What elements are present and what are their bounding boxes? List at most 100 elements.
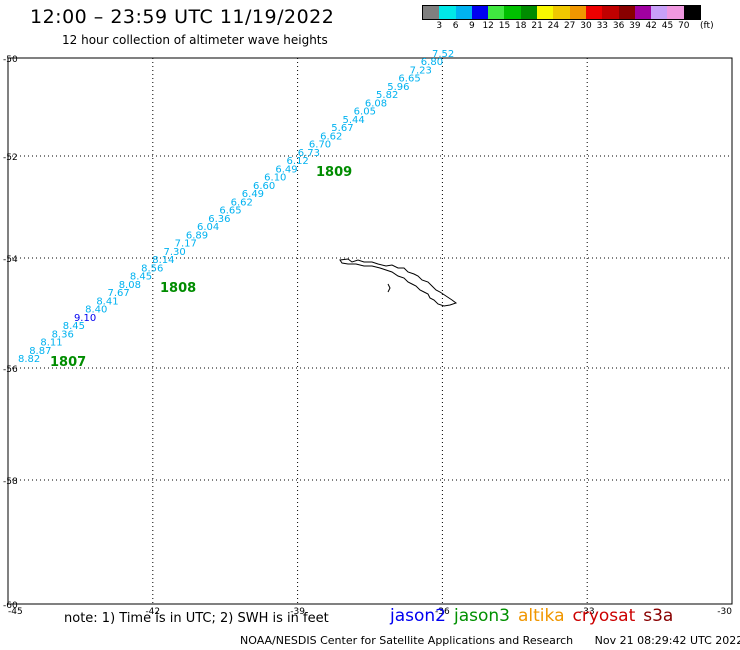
lon-label: -36 <box>435 607 450 617</box>
legend-label: 21 <box>531 21 543 31</box>
satellite-legend: jason2 jason3 altika cryosat s3a <box>390 606 681 626</box>
satellite-jason3: jason3 <box>454 606 510 626</box>
legend-swatch <box>634 6 652 19</box>
track-id-label: 1807 <box>50 355 86 370</box>
legend-swatch <box>569 6 586 19</box>
lon-label: -42 <box>145 607 160 617</box>
lat-label: -60 <box>3 601 18 611</box>
map-subtitle: 12 hour collection of altimeter wave hei… <box>62 33 328 47</box>
legend-label: 30 <box>580 21 592 31</box>
wave-height-label: 6.49 <box>275 164 297 175</box>
legend-swatch <box>488 6 505 19</box>
wave-height-label: 6.65 <box>398 74 420 85</box>
lat-label: -58 <box>3 477 18 487</box>
legend-unit: (ft) <box>700 21 714 31</box>
wave-height-label: 6.80 <box>421 57 443 68</box>
wave-height-label: 5.96 <box>387 82 409 93</box>
legend-label: 70 <box>678 21 690 31</box>
legend-swatch <box>602 6 619 19</box>
wave-height-label: 6.62 <box>320 131 342 142</box>
wave-height-label: 7.30 <box>163 247 185 258</box>
wave-height-label: 9.10 <box>74 313 96 324</box>
footer-center: NOAA/NESDIS Center for Satellite Applica… <box>240 634 574 647</box>
wave-height-label: 8.11 <box>40 338 62 349</box>
track-id-label: 1809 <box>316 165 352 180</box>
wave-height-label: 6.65 <box>219 206 241 217</box>
legend-swatch <box>667 6 684 19</box>
footer: NOAA/NESDIS Center for Satellite Applica… <box>240 634 740 647</box>
wave-height-label: 6.08 <box>365 98 387 109</box>
wave-height-label: 6.36 <box>208 214 230 225</box>
map-frame <box>7 57 733 605</box>
color-scale-labels: 3 6 9 12 15 18 21 24 27 30 33 36 39 42 45 70 (ft) <box>422 21 740 33</box>
color-scale-legend <box>422 5 702 20</box>
satellite-cryosat: cryosat <box>572 606 636 626</box>
legend-swatch <box>423 6 440 19</box>
wave-height-label: 8.08 <box>119 280 141 291</box>
legend-swatch <box>618 6 635 19</box>
lat-label: -50 <box>3 55 18 65</box>
wave-height-label: 6.89 <box>186 230 208 241</box>
legend-label: 42 <box>645 21 657 31</box>
legend-label: 6 <box>452 21 459 31</box>
legend-label: 12 <box>482 21 494 31</box>
legend-swatch <box>471 6 489 19</box>
legend-label: 15 <box>498 21 511 31</box>
legend-swatch <box>537 6 554 19</box>
lon-label: -30 <box>717 607 732 617</box>
legend-swatch <box>504 6 521 19</box>
island-fragment <box>387 283 391 293</box>
wave-height-label: 8.87 <box>29 346 51 357</box>
legend-label: 36 <box>612 21 625 31</box>
wave-height-label: 6.62 <box>231 197 253 208</box>
wave-height-label: 8.45 <box>63 321 85 332</box>
legend-label: 27 <box>563 21 576 31</box>
lat-label: -54 <box>3 255 18 265</box>
lat-label: -56 <box>3 365 18 375</box>
legend-label: 33 <box>596 21 609 31</box>
satellite-altika: altika <box>518 606 565 626</box>
wave-height-label: 6.12 <box>287 156 309 167</box>
wave-height-label: 8.36 <box>52 329 74 340</box>
wave-height-label: 7.17 <box>175 239 197 250</box>
lon-label: -45 <box>8 607 23 617</box>
legend-label: 24 <box>547 21 560 31</box>
wave-height-label: 8.41 <box>96 296 118 307</box>
lon-label: -39 <box>290 607 305 617</box>
wave-height-label: 8.45 <box>130 272 152 283</box>
wave-height-label: 6.05 <box>354 107 376 118</box>
wave-height-label: 6.73 <box>298 148 320 159</box>
wave-height-label: 6.49 <box>242 189 264 200</box>
lon-label: -33 <box>580 607 595 617</box>
legend-label: 18 <box>515 21 527 31</box>
wave-height-label: 6.70 <box>309 140 331 151</box>
wave-height-label: 5.44 <box>342 115 364 126</box>
wave-height-label: 7.23 <box>410 65 432 76</box>
wave-height-label: 7.52 <box>432 49 454 60</box>
legend-swatch <box>683 6 701 19</box>
wave-height-label: 6.60 <box>253 181 275 192</box>
lat-label: -52 <box>3 153 18 163</box>
legend-swatch <box>439 6 456 19</box>
satellite-jason2: jason2 <box>390 606 446 626</box>
track-id-label: 1808 <box>160 281 196 296</box>
legend-label: 9 <box>469 21 475 31</box>
satellite-s3a: s3a <box>643 606 674 626</box>
note-text: note: 1) Time is in UTC; 2) SWH is in fe… <box>64 611 329 626</box>
wave-height-label: 8.40 <box>85 305 107 316</box>
wave-height-label: 5.67 <box>331 123 353 134</box>
legend-swatch <box>651 6 668 19</box>
wave-height-label: 8.82 <box>18 354 40 365</box>
wave-height-label: 6.10 <box>264 173 286 184</box>
south-georgia-outline <box>339 258 458 307</box>
legend-swatch <box>553 6 570 19</box>
legend-swatch <box>585 6 603 19</box>
legend-label: 45 <box>661 21 674 31</box>
wave-height-label: 8.56 <box>141 263 163 274</box>
wave-height-label: 6.04 <box>197 222 219 233</box>
wave-height-label: 8.14 <box>152 255 174 266</box>
legend-swatch <box>455 6 472 19</box>
legend-label: 3 <box>436 21 443 31</box>
map-title: 12:00 – 23:59 UTC 11/19/2022 <box>30 6 335 28</box>
